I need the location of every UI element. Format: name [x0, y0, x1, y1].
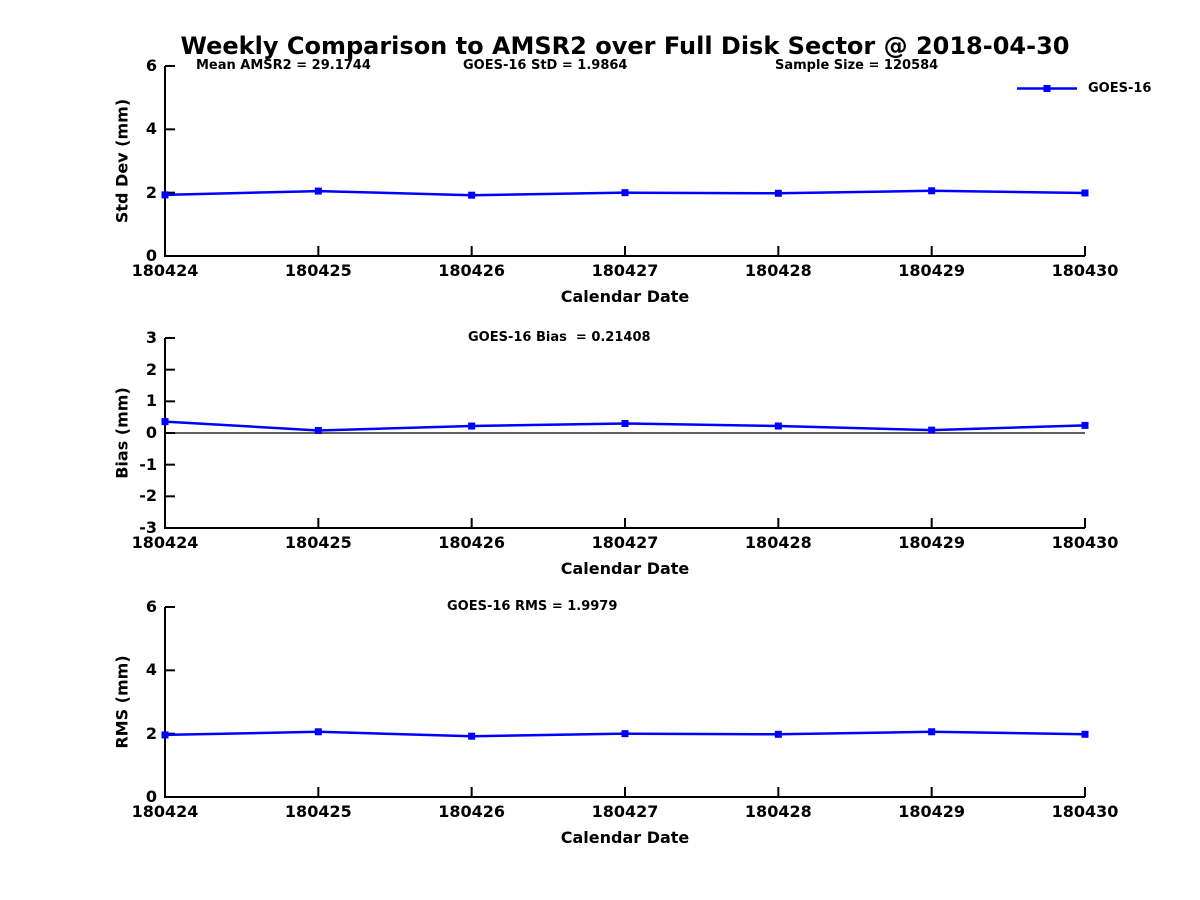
x-tick-label: 180426 — [438, 533, 506, 552]
y-tick-label: 0 — [145, 787, 157, 806]
y-tick-label: 1 — [145, 391, 157, 411]
data-point-marker — [161, 191, 169, 199]
x-tick-label: 180426 — [438, 261, 506, 280]
y-axis-title: RMS (mm) — [112, 655, 132, 749]
y-tick-label: 2 — [145, 723, 157, 743]
y-tick-label: 4 — [145, 119, 157, 139]
y-tick-label: 0 — [145, 246, 157, 265]
y-tick-label: 4 — [145, 660, 157, 680]
x-tick-label: 180425 — [284, 261, 352, 280]
data-point-marker — [161, 418, 169, 426]
x-tick-label: 180428 — [744, 533, 812, 552]
y-tick-label: -3 — [139, 518, 157, 537]
y-tick-label: -2 — [139, 486, 157, 506]
x-tick-label: 180430 — [1051, 533, 1119, 552]
data-point-marker — [928, 426, 936, 434]
x-tick-label: 180424 — [131, 533, 199, 552]
x-tick-label: 180430 — [1051, 802, 1119, 821]
x-tick-label: 180424 — [131, 802, 199, 821]
x-tick-label: 180425 — [284, 533, 352, 552]
data-point-marker — [468, 191, 476, 199]
data-point-marker — [774, 189, 782, 197]
x-tick-label: 180425 — [284, 802, 352, 821]
data-point-marker — [314, 728, 322, 736]
data-point-marker — [1081, 730, 1089, 738]
y-tick-label: 0 — [145, 423, 157, 442]
x-tick-label: 180429 — [898, 533, 966, 552]
data-point-marker — [1081, 421, 1089, 429]
data-point-marker — [1081, 189, 1089, 197]
annotation: GOES-16 Bias = 0.21408 — [468, 330, 651, 345]
data-point-marker — [468, 422, 476, 430]
x-axis-title: Calendar Date — [560, 559, 690, 578]
data-point-marker — [314, 187, 322, 195]
annotation: Sample Size = 120584 — [775, 58, 939, 73]
x-tick-label: 180428 — [744, 802, 812, 821]
x-tick-label: 180428 — [744, 261, 812, 280]
data-point-marker — [928, 187, 936, 195]
x-tick-label: 180424 — [131, 261, 199, 280]
annotation: GOES-16 StD = 1.9864 — [463, 58, 628, 73]
x-tick-label: 180430 — [1051, 261, 1119, 280]
data-point-marker — [621, 189, 629, 197]
annotation: GOES-16 RMS = 1.9979 — [447, 599, 618, 614]
x-tick-label: 180427 — [591, 533, 659, 552]
y-tick-label: -1 — [139, 454, 157, 474]
data-point-marker — [928, 728, 936, 736]
x-axis-title: Calendar Date — [560, 287, 690, 306]
y-tick-label: 6 — [145, 56, 157, 75]
annotation: Mean AMSR2 = 29.1744 — [196, 58, 371, 73]
data-point-marker — [621, 420, 629, 427]
legend: GOES-16 — [1016, 81, 1151, 96]
y-tick-label: 6 — [145, 597, 157, 616]
x-tick-label: 180426 — [438, 802, 506, 821]
data-point-marker — [314, 426, 322, 434]
x-tick-label: 180429 — [898, 261, 966, 280]
y-tick-label: 3 — [145, 328, 157, 347]
data-point-marker — [774, 422, 782, 430]
data-point-marker — [774, 730, 782, 738]
figure-title: Weekly Comparison to AMSR2 over Full Dis… — [180, 32, 1070, 60]
legend-label: GOES-16 — [1088, 81, 1152, 96]
x-tick-label: 180427 — [591, 802, 659, 821]
y-tick-label: 2 — [145, 182, 157, 202]
x-tick-label: 180429 — [898, 802, 966, 821]
data-point-marker — [621, 730, 629, 738]
y-tick-label: 2 — [145, 359, 157, 379]
y-axis-title: Std Dev (mm) — [112, 98, 132, 224]
x-tick-label: 180427 — [591, 261, 659, 280]
x-axis-title: Calendar Date — [560, 828, 690, 847]
legend-line-marker-icon — [1017, 85, 1077, 92]
y-axis-title: Bias (mm) — [112, 387, 132, 479]
data-point-marker — [468, 732, 476, 740]
data-point-marker — [161, 731, 169, 739]
